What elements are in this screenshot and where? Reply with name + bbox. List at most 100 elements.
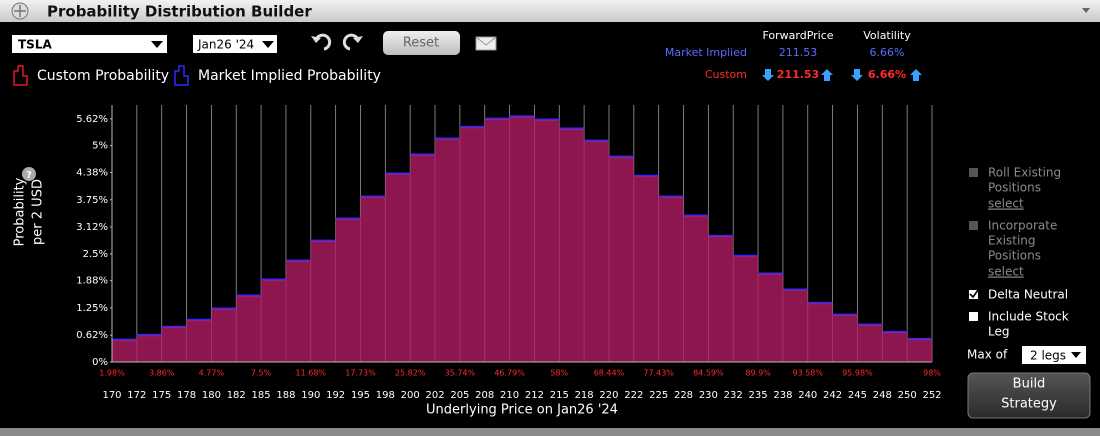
checkbox[interactable] bbox=[969, 221, 978, 230]
window-menu[interactable] bbox=[1082, 8, 1090, 13]
checkbox[interactable] bbox=[969, 168, 978, 177]
side-panel: Roll Existing Positions select Incorpora… bbox=[967, 166, 1091, 419]
y-axis-label: per 2 USD bbox=[31, 179, 46, 245]
cumulative-label: 1.98% bbox=[99, 369, 125, 378]
option-text: Include Stock bbox=[988, 310, 1069, 324]
x-tick-label: 182 bbox=[227, 390, 246, 401]
symbol: TSLA bbox=[18, 38, 52, 52]
y-tick-label: 2.5% bbox=[83, 249, 108, 260]
forward-value: 211.53 bbox=[779, 46, 818, 59]
x-tick-label: 228 bbox=[674, 390, 693, 401]
bar bbox=[360, 196, 386, 362]
bar bbox=[161, 326, 187, 362]
x-tick-label: 208 bbox=[475, 390, 494, 401]
x-tick-label: 178 bbox=[177, 390, 196, 401]
x-tick-label: 198 bbox=[376, 390, 395, 401]
bar bbox=[459, 127, 485, 362]
help-icon[interactable] bbox=[22, 167, 36, 181]
x-tick-label: 218 bbox=[575, 390, 594, 401]
email-button[interactable] bbox=[475, 36, 497, 51]
redo-arrow bbox=[353, 36, 363, 43]
bar bbox=[310, 240, 336, 362]
bar bbox=[832, 314, 858, 362]
reset-button[interactable] bbox=[383, 31, 460, 55]
legend-label: Custom Probability bbox=[37, 68, 169, 84]
cumulative-label: 84.59% bbox=[693, 369, 724, 378]
select-link[interactable]: select bbox=[988, 197, 1024, 211]
increase-forward[interactable] bbox=[821, 69, 833, 81]
legend-icon bbox=[13, 65, 28, 86]
bar bbox=[733, 255, 759, 362]
bar bbox=[559, 128, 585, 362]
x-tick-label: 245 bbox=[848, 390, 867, 401]
cumulative-label: 3.86% bbox=[149, 369, 175, 378]
option-text: Positions bbox=[988, 249, 1041, 263]
option-text: Leg bbox=[988, 325, 1009, 339]
x-tick-label: 175 bbox=[152, 390, 171, 401]
bar bbox=[435, 138, 460, 362]
symbol-dropdown[interactable] bbox=[12, 35, 167, 53]
y-tick-label: 4.38% bbox=[76, 167, 108, 178]
row-label: Custom bbox=[705, 68, 747, 81]
x-tick-label: 180 bbox=[202, 390, 221, 401]
bar bbox=[683, 215, 709, 362]
bar bbox=[907, 339, 932, 362]
bar bbox=[758, 273, 783, 362]
bar bbox=[261, 279, 286, 362]
cumulative-label: 68.44% bbox=[594, 369, 625, 378]
cumulative-label: 35.74% bbox=[445, 369, 476, 378]
button-text: Strategy bbox=[1001, 397, 1057, 412]
x-tick-label: 225 bbox=[649, 390, 668, 401]
y-tick-label: 3.12% bbox=[76, 222, 108, 233]
x-tick-label: 190 bbox=[301, 390, 320, 401]
bar bbox=[236, 295, 262, 362]
checkbox[interactable] bbox=[969, 290, 978, 299]
cumulative-label: 93.58% bbox=[792, 369, 823, 378]
x-tick-label: 210 bbox=[500, 390, 519, 401]
build-strategy-button[interactable] bbox=[967, 372, 1091, 419]
bar bbox=[608, 156, 634, 362]
x-tick-label: 248 bbox=[873, 390, 892, 401]
dropdown-arrow bbox=[151, 41, 163, 48]
undo-button[interactable] bbox=[314, 33, 332, 51]
option-text: Incorporate bbox=[988, 219, 1057, 233]
cumulative-label: 58% bbox=[550, 369, 568, 378]
expiry-dropdown[interactable] bbox=[193, 35, 277, 53]
legend-label: Market Implied Probability bbox=[198, 68, 381, 84]
legs-value: 2 legs bbox=[1030, 349, 1066, 363]
volatility-value: 6.66% bbox=[870, 46, 905, 59]
bottom-panel bbox=[0, 428, 1100, 436]
redo-button[interactable] bbox=[342, 33, 360, 51]
y-tick-label: 0% bbox=[92, 357, 108, 368]
y-tick-label: 5.62% bbox=[76, 114, 108, 125]
x-tick-label: 202 bbox=[425, 390, 444, 401]
bar bbox=[211, 308, 237, 362]
help-icon-mark: ? bbox=[26, 170, 32, 181]
checkbox[interactable] bbox=[969, 312, 978, 321]
decrease-volatility[interactable] bbox=[851, 69, 863, 81]
x-axis-label: Underlying Price on Jan26 '24 bbox=[426, 403, 618, 418]
x-tick-label: 212 bbox=[525, 390, 544, 401]
bar bbox=[112, 339, 137, 362]
x-tick-label: 192 bbox=[326, 390, 345, 401]
x-tick-label: 215 bbox=[550, 390, 569, 401]
email-flap bbox=[475, 36, 497, 46]
cumulative-label: 95.98% bbox=[842, 369, 873, 378]
decrease-forward[interactable] bbox=[762, 69, 774, 81]
bar bbox=[285, 260, 311, 362]
option-text: Roll Existing bbox=[988, 166, 1061, 180]
bar bbox=[136, 335, 162, 362]
legs-dropdown[interactable] bbox=[1022, 346, 1086, 364]
window-icon-cross bbox=[14, 5, 26, 17]
x-tick-label: 250 bbox=[898, 390, 917, 401]
dropdown-arrow bbox=[262, 41, 274, 48]
option-text: Existing bbox=[988, 234, 1036, 248]
increase-volatility[interactable] bbox=[910, 69, 922, 81]
option-text: Positions bbox=[988, 181, 1041, 195]
bar bbox=[658, 196, 684, 362]
cumulative-label: 11.68% bbox=[296, 369, 327, 378]
bar bbox=[509, 116, 535, 362]
select-link[interactable]: select bbox=[988, 265, 1024, 279]
volatility-value: 6.66% bbox=[868, 68, 906, 81]
